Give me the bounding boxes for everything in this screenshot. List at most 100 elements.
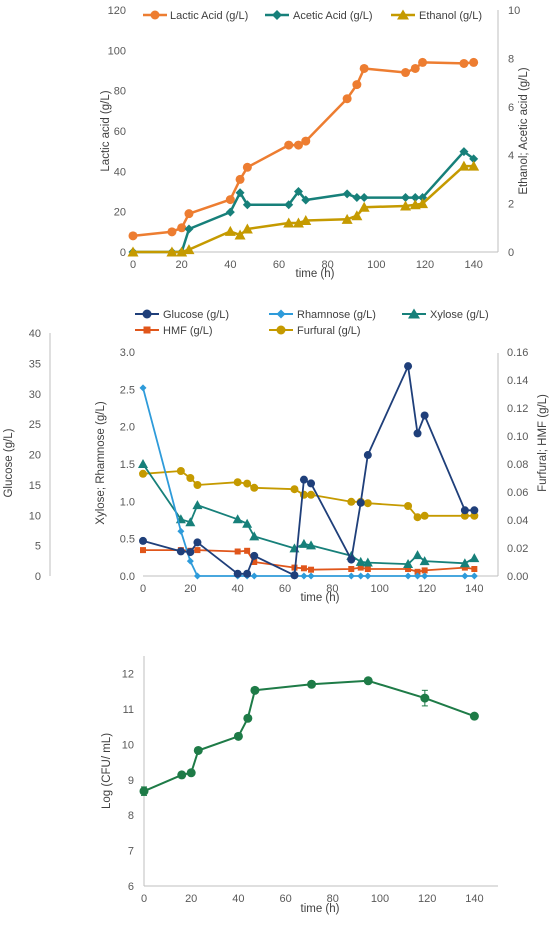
lactic-acid-point (401, 68, 411, 78)
legend-label-furfural: Furfural (g/L) (297, 325, 361, 337)
legend-label-ethanol: Ethanol (g/L) (419, 10, 482, 22)
hmf-point (461, 564, 468, 571)
ethanol-point (458, 160, 470, 171)
hmf-point (364, 566, 371, 572)
y-tick-label: 6 (128, 881, 134, 893)
y-left-tick-label: 0.5 (120, 534, 135, 546)
y-tick-label: 11 (123, 704, 134, 716)
legend-item-lactic: Lactic Acid (g/L) (143, 10, 248, 22)
x-tick-label: 140 (465, 583, 483, 595)
cfu-point (307, 679, 317, 689)
xylose-point (138, 459, 148, 468)
x-tick-label: 0 (130, 259, 136, 271)
glucose-point (193, 538, 202, 547)
furfural-point (186, 474, 195, 482)
glucose-point (243, 569, 252, 578)
hmf-point (308, 566, 315, 573)
y-left-tick-label: 2.0 (120, 422, 135, 434)
hmf-point (405, 566, 412, 572)
cfu-point (420, 693, 430, 703)
furfural-point (470, 511, 479, 520)
ethanol-point (166, 246, 178, 257)
y-right-tick-label: 0.04 (507, 515, 528, 527)
glucose-point (290, 571, 299, 580)
y-right-tick-label: 4 (508, 150, 514, 162)
lactic-acid-point (284, 140, 294, 150)
furfural-point (363, 499, 372, 508)
acetic-acid-point (418, 193, 428, 203)
glucose-point (413, 429, 422, 438)
y-left-tick-label: 2.5 (120, 384, 135, 396)
xylose-point (306, 540, 317, 550)
lactic-acid-point (167, 227, 177, 237)
acetic-acid-point (242, 200, 252, 210)
x-tick-label: 40 (232, 583, 244, 595)
xylose-point (192, 500, 203, 510)
ethanol-point (241, 223, 253, 234)
y-right-tick-label: 0.08 (507, 459, 528, 471)
x-tick-label: 40 (232, 893, 244, 905)
rhamnose-point (177, 527, 185, 535)
x-tick-label: 100 (367, 259, 385, 271)
y-left-tick-label: 3.0 (120, 347, 135, 359)
lactic-acid-point (184, 209, 194, 219)
acetic-acid-point (235, 188, 245, 198)
x-tick-label: 60 (279, 583, 291, 595)
lactic-acid-point (469, 57, 479, 67)
x-axis-title-cfu: time (h) (301, 903, 340, 915)
furfural-point (290, 485, 299, 494)
x-tick-label: 120 (418, 583, 436, 595)
hmf-point (348, 566, 355, 572)
acetic-acid-point (293, 187, 303, 196)
hmf-point (300, 565, 307, 572)
y-right-axis-title-acids: Ethanol; Acetic acid (g/L) (518, 67, 530, 194)
acetic-acid-point (410, 193, 420, 203)
y-outer-tick-label: 20 (29, 450, 41, 462)
y-left-tick-label: 1.0 (120, 496, 135, 508)
y-right-tick-label: 0.14 (507, 375, 528, 387)
hmf-point (244, 547, 251, 554)
glucose-point (460, 506, 469, 515)
ethanol-point (341, 213, 353, 224)
lactic-acid-point (342, 94, 352, 104)
y-left-tick-labels-sugars: 0.0 0.5 1.0 1.5 2.0 2.5 3.0 (120, 347, 135, 583)
x-tick-label: 20 (184, 583, 196, 595)
furfural-point (460, 511, 469, 520)
y-right-tick-label: 0.16 (507, 347, 528, 359)
ethanol-point (351, 210, 363, 221)
hmf-point (140, 547, 146, 554)
y-left-axis-title-acids: Lactic acid (g/L) (100, 90, 112, 171)
x-tick-labels-sugars: 0 20 40 60 80 100 120 140 (140, 583, 484, 595)
x-tick-label: 20 (185, 893, 197, 905)
y-right-tick-label: 0 (508, 247, 514, 259)
cfu-point (139, 786, 149, 796)
y-right-tick-label: 2 (508, 199, 514, 211)
lactic-acid-point (293, 140, 303, 150)
y-outer-tick-label: 30 (29, 389, 41, 401)
xylose-point (185, 517, 196, 527)
y-left-tick-labels-acids: 0 20 40 60 80 100 120 (108, 5, 126, 259)
xylose-point (355, 556, 366, 566)
hmf-point (357, 564, 364, 571)
furfural-point (233, 478, 242, 487)
legend-item-ethanol: Ethanol (g/L) (391, 9, 482, 22)
ethanol-point (283, 217, 295, 228)
furfural-point (176, 467, 185, 475)
y-right-tick-label: 0.02 (507, 543, 528, 555)
series-acids (127, 57, 480, 257)
y-outer-axis-title-sugars: Glucose (g/L) (3, 428, 15, 497)
cfu-point (363, 676, 373, 686)
y-outer-tick-label: 5 (35, 541, 41, 553)
ethanol-point (224, 225, 236, 236)
legend-item-acetic: Acetic Acid (g/L) (265, 10, 372, 22)
furfural-point (404, 502, 413, 510)
y-outer-tick-labels-sugars: 0 5 10 15 20 25 30 35 40 (29, 328, 41, 583)
glucose-point (404, 362, 413, 371)
xylose-point (298, 538, 309, 548)
hmf-point (421, 567, 428, 574)
glucose-point (420, 411, 429, 420)
glucose-point (356, 498, 365, 507)
legend-item-glucose: Glucose (g/L) (135, 309, 229, 321)
y-outer-tick-label: 10 (29, 510, 41, 522)
